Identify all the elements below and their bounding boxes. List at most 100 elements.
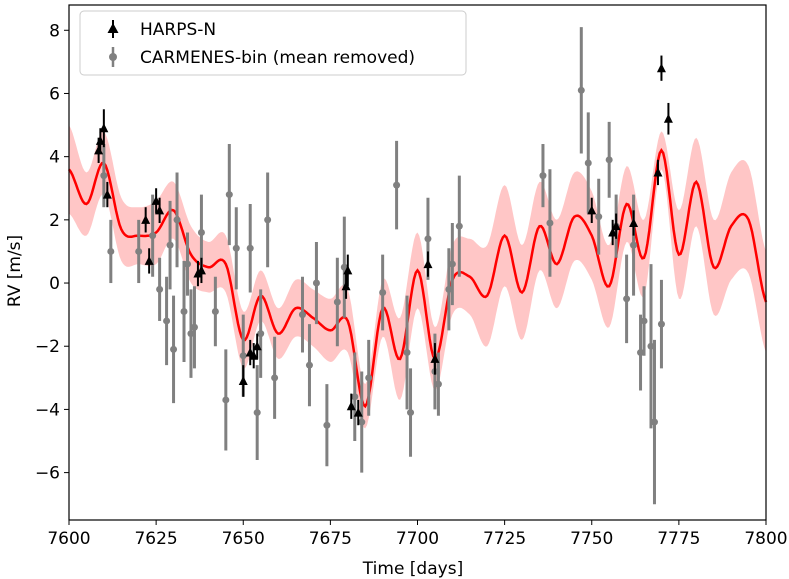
y-tick-label: 2: [49, 211, 60, 231]
harps-point: [656, 55, 666, 81]
harps-point: [252, 333, 262, 359]
carmenes-point: [546, 169, 554, 277]
carmenes-point: [448, 223, 456, 306]
carmenes-point: [225, 144, 233, 246]
y-tick-label: 8: [49, 21, 60, 41]
carmenes-point: [539, 144, 547, 208]
y-tick-label: −4: [35, 400, 60, 420]
carmenes-point: [246, 204, 254, 293]
carmenes-point: [577, 27, 585, 154]
carmenes-point: [595, 178, 603, 255]
legend-carmenes-marker: [109, 47, 117, 67]
x-tick-label: 7800: [744, 529, 787, 549]
legend-harps-label: HARPS-N: [140, 20, 216, 40]
y-tick-label: 6: [49, 84, 60, 104]
x-tick-label: 7725: [483, 529, 526, 549]
harps-point: [99, 109, 109, 148]
harps-point: [238, 365, 248, 397]
carmenes-point: [107, 219, 115, 284]
harps-point: [430, 343, 440, 375]
harps-point: [608, 219, 618, 246]
legend-carmenes-label: CARMENES-bin (mean removed): [140, 48, 415, 68]
carmenes-point: [166, 200, 174, 290]
carmenes-point: [657, 279, 665, 369]
x-tick-label: 7650: [222, 529, 265, 549]
y-tick-label: 0: [49, 274, 60, 294]
x-tick-label: 7700: [396, 529, 439, 549]
carmenes-point: [305, 324, 313, 407]
y-tick-label: −6: [35, 464, 60, 484]
legend-harps-marker: [107, 20, 119, 38]
carmenes-point: [211, 276, 219, 347]
carmenes-point: [605, 121, 613, 198]
carmenes-point: [271, 336, 279, 419]
harps-point: [663, 102, 673, 135]
carmenes-point: [253, 365, 261, 460]
carmenes-point: [351, 352, 359, 442]
carmenes-point: [298, 276, 306, 353]
carmenes-point: [264, 172, 272, 268]
carmenes-series: [100, 27, 665, 505]
carmenes-point: [232, 207, 240, 290]
carmenes-point: [257, 289, 265, 378]
x-axis: 7600 7625 7650 7675 7700 7725 7750 7775 7800: [47, 520, 788, 549]
y-axis-label: RV [m/s]: [5, 235, 25, 307]
harps-point: [144, 248, 154, 274]
carmenes-point: [403, 295, 411, 410]
carmenes-point: [445, 248, 453, 331]
carmenes-point: [650, 339, 658, 505]
harps-point: [155, 197, 165, 224]
carmenes-point: [623, 254, 631, 344]
legend: HARPS-N CARMENES-bin (mean removed): [79, 10, 467, 76]
carmenes-point: [135, 219, 143, 284]
harps-point: [151, 188, 161, 214]
carmenes-point: [358, 371, 366, 473]
harps-point: [423, 251, 433, 277]
harps-point: [629, 210, 639, 236]
legend-box: [79, 10, 467, 76]
carmenes-point: [455, 175, 463, 277]
harps-point: [587, 197, 597, 224]
y-tick-label: 4: [49, 148, 60, 168]
carmenes-point: [434, 352, 442, 416]
carmenes-point: [222, 349, 230, 451]
harps-point: [353, 399, 363, 426]
harps-point: [141, 207, 151, 233]
carmenes-point: [637, 314, 645, 391]
harps-point: [611, 213, 621, 239]
harps-point: [346, 393, 356, 419]
carmenes-point: [180, 260, 188, 363]
carmenes-point: [393, 140, 401, 230]
y-tick-label: −2: [35, 337, 60, 357]
carmenes-point: [187, 289, 195, 378]
carmenes-point: [365, 339, 373, 416]
plot-area: [67, 27, 768, 505]
carmenes-point: [156, 257, 164, 321]
harps-point: [341, 273, 351, 299]
harps-point: [653, 159, 663, 186]
carmenes-point: [173, 172, 181, 268]
carmenes-point: [407, 368, 415, 457]
model-mean-line: [67, 147, 768, 409]
harps-series: [94, 55, 673, 426]
carmenes-point: [312, 241, 320, 325]
x-tick-label: 7750: [570, 529, 613, 549]
x-tick-label: 7675: [309, 529, 352, 549]
carmenes-point: [584, 112, 592, 214]
x-tick-label: 7625: [134, 529, 177, 549]
carmenes-point: [170, 295, 178, 404]
harps-point: [196, 257, 206, 284]
carmenes-point: [183, 232, 191, 296]
carmenes-point: [190, 286, 198, 369]
x-axis-label: Time [days]: [362, 559, 463, 579]
y-axis: −6 −4 −2 0 2 4 6 8: [35, 21, 69, 484]
harps-point: [95, 128, 105, 154]
carmenes-point: [323, 384, 331, 467]
harps-point: [249, 343, 259, 369]
carmenes-point: [640, 286, 648, 356]
x-tick-label: 7775: [657, 529, 700, 549]
carmenes-point: [647, 264, 655, 429]
carmenes-point: [333, 257, 341, 347]
carmenes-point: [163, 276, 171, 366]
